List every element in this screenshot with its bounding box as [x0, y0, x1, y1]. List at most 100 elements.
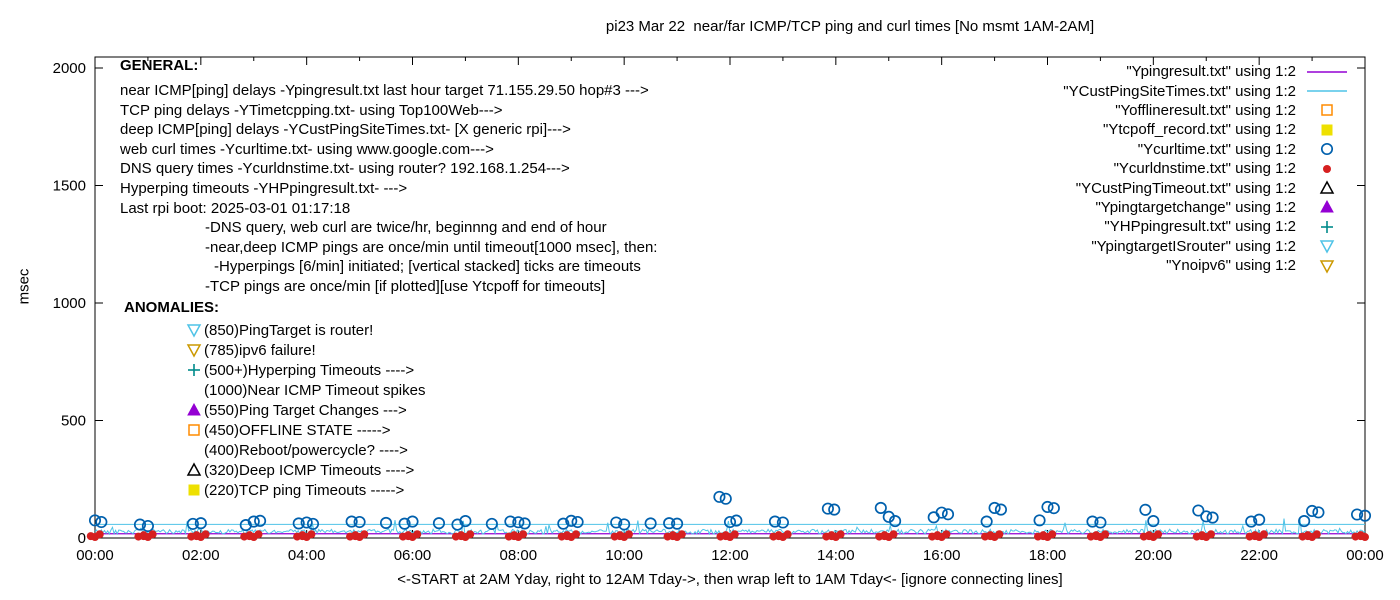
legend-marker [1304, 199, 1350, 215]
legend-label: "YCustPingTimeout.txt" using 1:2 [1075, 179, 1296, 197]
line-icon [1307, 90, 1347, 92]
filled-circle-icon [1323, 164, 1331, 173]
legend-item: "YCustPingTimeout.txt" using 1:2 [1063, 178, 1350, 197]
anomaly-text: (500+)Hyperping Timeouts ----> [204, 361, 415, 379]
general-line: DNS query times -Ycurldnstime.txt- using… [120, 160, 570, 178]
anomalies-heading: ANOMALIES: [124, 299, 219, 316]
anomaly-text: (320)Deep ICMP Timeouts ----> [204, 461, 415, 479]
x-tick-label: 12:00 [711, 547, 749, 564]
open-triangle-down-icon [1319, 240, 1335, 254]
open-triangle-down-icon [186, 324, 202, 338]
y-tick-label: 500 [61, 413, 86, 430]
anomaly-marker [186, 462, 204, 478]
anomaly-text: (400)Reboot/powercycle? ----> [204, 441, 408, 459]
series-YCustPingSiteTimes.txt [94, 517, 1366, 536]
legend-marker [1304, 83, 1350, 99]
plus-icon [1321, 220, 1333, 233]
legend-item: "Ycurltime.txt" using 1:2 [1063, 140, 1350, 159]
legend: "Ypingresult.txt" using 1:2 "YCustPingSit… [1063, 62, 1350, 275]
general-line: -TCP pings are once/min [if plotted][use… [205, 277, 606, 295]
general-line: Last rpi boot: 2025-03-01 01:17:18 [120, 199, 351, 217]
legend-item: "Ytcpoff_record.txt" using 1:2 [1063, 120, 1350, 139]
anomaly-marker [186, 422, 204, 438]
x-tick-label: 20:00 [1135, 547, 1173, 564]
x-axis-label: <-START at 2AM Yday, right to 12AM Tday-… [397, 571, 1063, 588]
y-tick-label: 1500 [53, 178, 86, 195]
anomalies-lines: (850)PingTarget is router! (785)ipv6 fail… [186, 320, 425, 500]
plus-icon [188, 364, 200, 376]
legend-item: "Ycurldnstime.txt" using 1:2 [1063, 159, 1350, 178]
general-lines: near ICMP[ping] delays -Ypingresult.txt … [120, 81, 657, 297]
y-tick-label: 0 [78, 530, 86, 547]
filled-triangle-up-icon [1320, 200, 1334, 213]
legend-item: "Yofflineresult.txt" using 1:2 [1063, 101, 1350, 120]
anomaly-marker [186, 482, 204, 498]
legend-marker [1304, 258, 1350, 274]
x-tick-label: 00:00 [1346, 547, 1384, 564]
general-line: Hyperping timeouts -YHPpingresult.txt- -… [120, 179, 408, 197]
legend-label: "Yofflineresult.txt" using 1:2 [1115, 101, 1296, 119]
general-line: -near,deep ICMP pings are once/min until… [205, 238, 658, 256]
general-line: near ICMP[ping] delays -Ypingresult.txt … [120, 82, 649, 99]
legend-marker [1304, 161, 1350, 177]
anomaly-line: (400)Reboot/powercycle? ----> [186, 440, 425, 460]
legend-item: "YpingtargetISrouter" using 1:2 [1063, 237, 1350, 256]
anomaly-line: (220)TCP ping Timeouts -----> [186, 480, 425, 500]
y-axis-label: msec [15, 268, 33, 305]
open-triangle-down-icon [1319, 259, 1335, 274]
legend-label: "Ycurltime.txt" using 1:2 [1137, 140, 1296, 158]
open-square-icon [1321, 104, 1333, 117]
general-line: TCP ping delays -YTimetcpping.txt- using… [120, 101, 503, 119]
legend-label: "Ypingtargetchange" using 1:2 [1095, 198, 1296, 216]
legend-label: "YpingtargetISrouter" using 1:2 [1091, 237, 1296, 255]
legend-label: "Ypingresult.txt" using 1:2 [1126, 63, 1296, 81]
general-line: -DNS query, web curl are twice/hr, begin… [205, 219, 607, 237]
anomaly-line: (450)OFFLINE STATE -----> [186, 420, 425, 440]
anomaly-text: (1000)Near ICMP Timeout spikes [204, 381, 426, 399]
anomaly-line: (785)ipv6 failure! [186, 340, 425, 360]
open-triangle-down-icon [186, 344, 202, 358]
line-icon [1307, 70, 1347, 73]
open-circle-icon [1320, 143, 1334, 156]
legend-marker [1304, 219, 1350, 235]
anomaly-marker [186, 322, 204, 338]
anomaly-marker [186, 342, 204, 358]
chart-title: pi23 Mar 22 near/far ICMP/TCP ping and c… [605, 18, 1095, 35]
anomaly-line: (500+)Hyperping Timeouts ----> [186, 360, 425, 380]
anomaly-text: (785)ipv6 failure! [204, 341, 316, 359]
y-tick-label: 2000 [53, 60, 86, 77]
anomaly-text: (220)TCP ping Timeouts -----> [204, 481, 405, 499]
series-Ycurldnstime.txt [86, 530, 1369, 542]
legend-marker [1304, 122, 1350, 138]
general-block: GENERAL: near ICMP[ping] delays -Ypingre… [120, 57, 657, 297]
general-line: deep ICMP[ping] delays -YCustPingSiteTim… [120, 121, 571, 139]
x-tick-label: 06:00 [394, 547, 432, 564]
series-Ycurltime.txt [88, 490, 1372, 533]
legend-item: "YHPpingresult.txt" using 1:2 [1063, 217, 1350, 236]
general-line: web curl times -Ycurltime.txt- using www… [120, 140, 494, 158]
x-tick-label: 00:00 [76, 547, 114, 564]
legend-label: "YHPpingresult.txt" using 1:2 [1104, 218, 1296, 236]
anomaly-line: (550)Ping Target Changes ---> [186, 400, 425, 420]
anomaly-line: (850)PingTarget is router! [186, 320, 425, 340]
general-heading: GENERAL: [120, 57, 199, 74]
filled-square-icon [188, 484, 200, 496]
anomaly-marker [186, 402, 204, 418]
x-tick-label: 14:00 [817, 547, 855, 564]
x-tick-label: 18:00 [1029, 547, 1067, 564]
anomaly-text: (550)Ping Target Changes ---> [204, 401, 407, 419]
legend-marker [1304, 180, 1350, 196]
x-tick-label: 22:00 [1240, 547, 1278, 564]
legend-marker [1304, 141, 1350, 157]
legend-marker [1304, 102, 1350, 118]
legend-item: "Ypingtargetchange" using 1:2 [1063, 198, 1350, 217]
legend-item: "Ypingresult.txt" using 1:2 [1063, 62, 1350, 81]
legend-item: "YCustPingSiteTimes.txt" using 1:2 [1063, 81, 1350, 100]
x-tick-label: 02:00 [182, 547, 220, 564]
y-tick-label: 1000 [53, 295, 86, 312]
general-line: -Hyperpings [6/min] initiated; [vertical… [214, 258, 641, 276]
legend-marker [1304, 64, 1350, 80]
anomalies-block: ANOMALIES: (850)PingTarget is router! (78… [124, 299, 425, 500]
